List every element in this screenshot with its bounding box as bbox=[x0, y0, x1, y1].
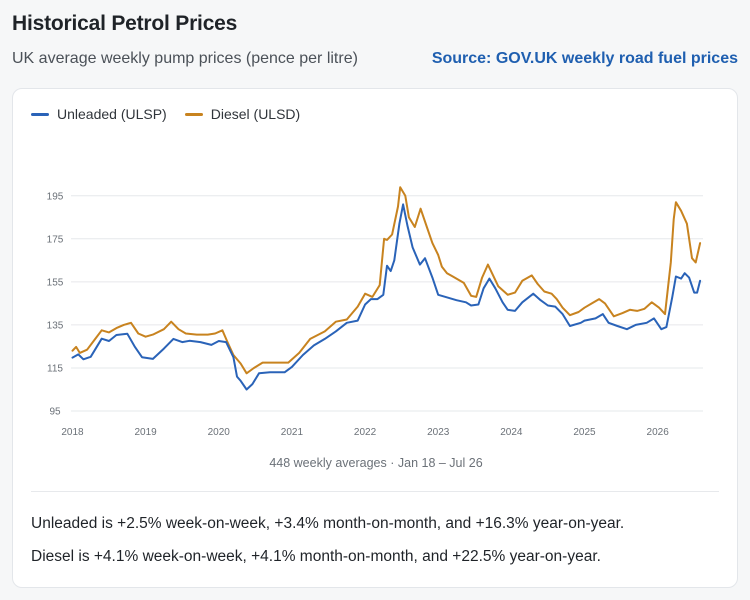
x-tick-label: 2018 bbox=[61, 427, 84, 438]
chart-card: Unleaded (ULSP) Diesel (ULSD) 95 115 135 15… bbox=[12, 88, 738, 588]
legend-item-diesel[interactable]: Diesel (ULSD) bbox=[184, 106, 301, 122]
legend-label-diesel: Diesel (ULSD) bbox=[210, 106, 301, 122]
source-link[interactable]: Source: GOV.UK weekly road fuel prices bbox=[431, 50, 738, 67]
chart-legend: Unleaded (ULSP) Diesel (ULSD) bbox=[31, 106, 300, 122]
y-tick-label: 135 bbox=[47, 320, 64, 331]
x-tick-label: 2020 bbox=[208, 427, 231, 438]
legend-swatch-diesel bbox=[184, 112, 203, 116]
y-tick-label: 95 bbox=[49, 407, 61, 418]
unleaded-change-summary: Unleaded is +2.5% week-on-week, +3.4% mo… bbox=[31, 515, 625, 532]
page-subtitle: UK average weekly pump prices (pence per… bbox=[12, 50, 358, 67]
x-tick-label: 2025 bbox=[573, 427, 596, 438]
chart-caption: 448 weekly averages · Jan 18 – Jul 26 bbox=[269, 456, 483, 470]
page-title: Historical Petrol Prices bbox=[12, 12, 238, 35]
series-lines bbox=[71, 186, 702, 391]
x-tick-label: 2026 bbox=[647, 427, 670, 438]
divider bbox=[31, 491, 719, 492]
x-tick-label: 2022 bbox=[354, 427, 377, 438]
diesel-series-line bbox=[71, 186, 702, 375]
y-tick-label: 155 bbox=[47, 277, 64, 288]
y-tick-label: 195 bbox=[47, 191, 64, 202]
y-axis-ticks: 95 115 135 155 175 195 bbox=[47, 191, 64, 417]
x-tick-label: 2019 bbox=[134, 427, 157, 438]
legend-swatch-unleaded bbox=[31, 112, 49, 116]
y-tick-label: 115 bbox=[47, 363, 63, 374]
x-tick-label: 2024 bbox=[500, 427, 523, 438]
unleaded-series-line bbox=[71, 203, 702, 391]
x-tick-label: 2023 bbox=[427, 427, 450, 438]
y-tick-label: 175 bbox=[47, 234, 64, 245]
x-tick-label: 2021 bbox=[281, 427, 304, 438]
x-axis-ticks: 2018 2019 2020 2021 2022 2023 2024 2025 2026 bbox=[61, 427, 669, 438]
legend-label-unleaded: Unleaded (ULSP) bbox=[57, 106, 167, 122]
diesel-change-summary: Diesel is +4.1% week-on-week, +4.1% mont… bbox=[31, 548, 601, 565]
gridlines bbox=[71, 195, 703, 412]
legend-item-unleaded[interactable]: Unleaded (ULSP) bbox=[31, 106, 167, 122]
